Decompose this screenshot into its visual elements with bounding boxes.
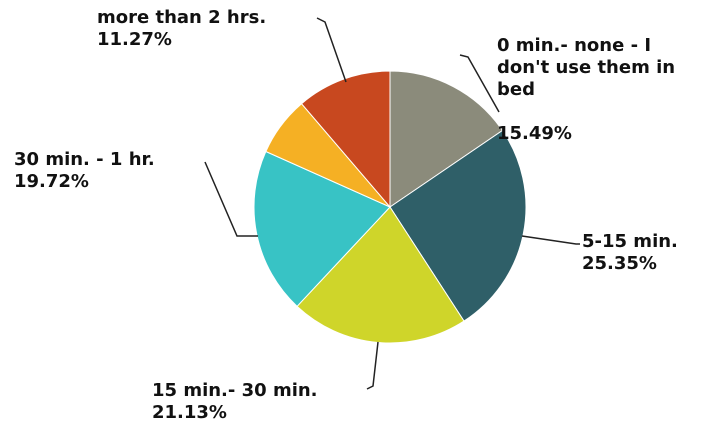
slice-label-line: 30 min. - 1 hr.: [14, 149, 155, 170]
slice-label-line: 25.35%: [582, 253, 657, 274]
slice-label-line: 15 min.- 30 min.: [152, 380, 318, 401]
slice-label-line: more than 2 hrs.: [97, 7, 266, 28]
pie-slice-1: [389, 129, 527, 322]
slice-label-line: 15.49%: [497, 123, 572, 144]
leader-line-0: [459, 54, 500, 113]
slice-label-1: 5-15 min. 25.35%: [582, 231, 678, 274]
pie-slice-3: [253, 150, 391, 308]
slice-label-line: don't use them in: [497, 57, 675, 78]
slice-label-line: 0 min.- none - I: [497, 35, 651, 56]
pie-slice-0: [389, 70, 504, 208]
leader-line-3: [204, 161, 258, 237]
slice-label-5: more than 2 hrs. 11.27%: [97, 7, 266, 50]
slice-label-line: 19.72%: [14, 171, 89, 192]
slice-label-line: 11.27%: [97, 29, 172, 50]
slice-label-line: bed: [497, 79, 535, 100]
slice-label-3: 30 min. - 1 hr. 19.72%: [14, 149, 155, 192]
slice-label-line: 5-15 min.: [582, 231, 678, 252]
pie-slice-5: [300, 70, 391, 209]
leader-line-5: [316, 17, 347, 83]
leader-line-2: [366, 341, 379, 390]
slice-label-2: 15 min.- 30 min. 21.13%: [152, 380, 318, 423]
leader-line-1: [521, 235, 580, 245]
slice-label-line: 21.13%: [152, 402, 227, 423]
